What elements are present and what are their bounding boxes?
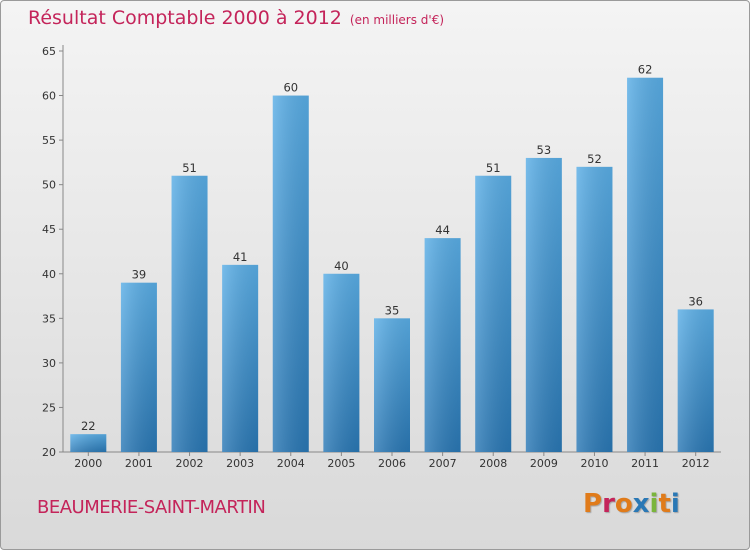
y-tick-label: 50 xyxy=(42,179,56,192)
logo-letter: t xyxy=(658,489,671,519)
bar-shade-2009 xyxy=(525,157,562,452)
data-label-2010: 52 xyxy=(587,152,602,166)
bars xyxy=(70,77,714,453)
chart-subtitle: (en milliers d'€) xyxy=(349,13,445,27)
bar-shade-2000 xyxy=(70,434,107,452)
data-label-2012: 36 xyxy=(688,294,703,308)
bar-shade-2006 xyxy=(374,318,410,452)
bar-shade-2011 xyxy=(627,77,664,452)
x-tick-label: 2005 xyxy=(327,457,355,470)
x-tick-label: 2007 xyxy=(429,457,457,470)
data-label-2004: 60 xyxy=(283,81,298,95)
x-tick-label: 2002 xyxy=(176,457,204,470)
data-label-2011: 62 xyxy=(638,63,653,77)
y-tick-label: 60 xyxy=(42,90,56,103)
y-tick-label: 65 xyxy=(42,45,56,58)
chart-title: Résultat Comptable 2000 à 2012 (en millie… xyxy=(28,7,444,29)
x-tick-label: 2000 xyxy=(74,457,102,470)
x-tick-label: 2011 xyxy=(631,457,659,470)
y-tick-label: 30 xyxy=(42,357,56,370)
logo-letter: r xyxy=(602,489,615,519)
commune-name: BEAUMERIE-SAINT-MARTIN xyxy=(37,497,266,518)
y-tick-label: 55 xyxy=(42,134,56,147)
bar-shade-2010 xyxy=(576,166,613,452)
x-tick-label: 2006 xyxy=(378,457,406,470)
data-label-2000: 22 xyxy=(81,419,96,433)
bar-shade-2007 xyxy=(424,238,461,452)
logo-letter: x xyxy=(632,489,650,519)
data-label-2009: 53 xyxy=(537,143,552,157)
bar-shade-2002 xyxy=(171,175,208,452)
proxiti-logo[interactable]: Proxiti xyxy=(583,489,680,519)
x-tick-label: 2008 xyxy=(479,457,507,470)
x-tick-label: 2009 xyxy=(530,457,558,470)
data-label-2005: 40 xyxy=(334,259,349,273)
y-tick-label: 40 xyxy=(42,268,56,281)
data-label-2003: 41 xyxy=(233,250,248,264)
data-label-2006: 35 xyxy=(385,303,400,317)
x-tick-label: 2004 xyxy=(277,457,305,470)
chart-title-text: Résultat Comptable 2000 à 2012 xyxy=(28,7,342,29)
x-tick-label: 2012 xyxy=(682,457,710,470)
bar-shade-2005 xyxy=(323,273,360,452)
bar-shade-2001 xyxy=(120,282,157,452)
x-tick-label: 2001 xyxy=(125,457,153,470)
data-label-2001: 39 xyxy=(132,268,147,282)
y-tick-label: 20 xyxy=(42,446,56,459)
data-label-2007: 44 xyxy=(435,223,450,237)
x-tick-label: 2010 xyxy=(580,457,608,470)
data-labels: 22 39 51 41 60 40 35 44 51 53 52 62 36 xyxy=(81,63,703,433)
logo-letter: i xyxy=(670,489,680,519)
bar-shade-2003 xyxy=(222,264,259,452)
logo-letter: o xyxy=(614,489,633,519)
y-tick-label: 35 xyxy=(42,312,56,325)
y-tick-label: 45 xyxy=(42,223,56,236)
logo-letter: P xyxy=(583,489,603,519)
bar-shade-2008 xyxy=(475,175,512,452)
bar-shade-2012 xyxy=(677,309,714,452)
y-tick-label: 25 xyxy=(42,401,56,414)
logo-letter: i xyxy=(649,489,659,519)
data-label-2002: 51 xyxy=(182,161,197,175)
data-label-2008: 51 xyxy=(486,161,501,175)
bar-shade-2004 xyxy=(272,95,309,453)
x-tick-label: 2003 xyxy=(226,457,254,470)
